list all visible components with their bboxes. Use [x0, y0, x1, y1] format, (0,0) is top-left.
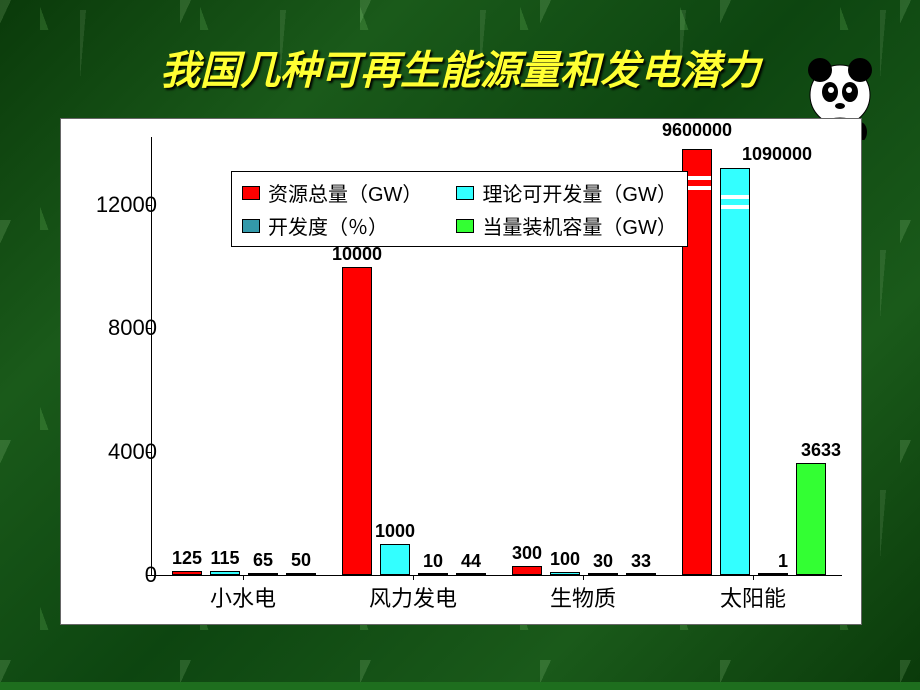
bar-s0	[172, 571, 202, 575]
y-tick-label: 12000	[77, 192, 157, 218]
data-label: 1	[778, 551, 788, 572]
legend-swatch	[456, 186, 474, 200]
legend-item: 开发度（％）	[242, 211, 422, 240]
legend-swatch	[456, 219, 474, 233]
data-label: 65	[253, 550, 273, 571]
data-label: 125	[172, 548, 202, 569]
bar-s2	[758, 573, 788, 575]
data-label: 1000	[375, 521, 415, 542]
x-tick-mark	[753, 575, 754, 580]
y-tick-mark	[146, 575, 151, 576]
y-tick-label: 4000	[77, 439, 157, 465]
y-tick-label: 8000	[77, 315, 157, 341]
bar-s1	[210, 571, 240, 575]
slide: 我国几种可再生能源量和发电潜力 125115655010000100010443…	[0, 0, 920, 690]
bar-s2	[588, 573, 618, 575]
y-tick-label: 0	[77, 562, 157, 588]
data-label: 300	[512, 543, 542, 564]
chart-container: 1251156550100001000104430010030339600000…	[60, 118, 862, 625]
bar-s3	[456, 573, 486, 575]
data-label: 44	[461, 551, 481, 572]
legend: 资源总量（GW） 理论可开发量（GW） 开发度（％） 当量装机容量（GW）	[231, 171, 688, 247]
legend-item: 资源总量（GW）	[242, 178, 422, 207]
y-tick-mark	[146, 328, 151, 329]
legend-label: 理论可开发量（GW）	[482, 178, 676, 207]
x-tick-mark	[413, 575, 414, 580]
bar-s1	[380, 544, 410, 575]
data-label: 30	[593, 551, 613, 572]
footer-bar	[0, 682, 920, 690]
bar-s3	[626, 573, 656, 575]
bar-s1	[550, 572, 580, 575]
x-tick-mark	[583, 575, 584, 580]
data-label: 115	[210, 548, 239, 569]
data-label: 100	[550, 549, 580, 570]
legend-swatch	[242, 219, 260, 233]
bar-s0	[342, 267, 372, 575]
data-label: 3633	[801, 440, 841, 461]
bar-s3	[796, 463, 826, 575]
legend-label: 资源总量（GW）	[268, 178, 422, 207]
bar-s1	[720, 168, 750, 575]
x-category-label: 小水电	[210, 581, 276, 613]
y-tick-mark	[146, 205, 151, 206]
bar-s0	[512, 566, 542, 575]
data-label: 33	[631, 551, 651, 572]
bar-s3	[286, 573, 316, 575]
bar-s2	[418, 573, 448, 575]
legend-label: 开发度（％）	[268, 211, 388, 240]
legend-item: 理论可开发量（GW）	[456, 178, 676, 207]
legend-item: 当量装机容量（GW）	[456, 211, 676, 240]
data-label: 9600000	[662, 120, 732, 141]
slide-title: 我国几种可再生能源量和发电潜力	[0, 38, 920, 96]
x-category-label: 太阳能	[720, 581, 786, 613]
x-tick-mark	[243, 575, 244, 580]
y-tick-mark	[146, 452, 151, 453]
bar-s2	[248, 573, 278, 575]
legend-swatch	[242, 186, 260, 200]
legend-label: 当量装机容量（GW）	[482, 211, 676, 240]
data-label: 50	[291, 550, 311, 571]
data-label: 1090000	[742, 144, 812, 165]
x-category-label: 生物质	[550, 581, 616, 613]
x-category-label: 风力发电	[369, 581, 457, 613]
data-label: 10	[423, 551, 443, 572]
axis-break-icon	[721, 191, 749, 213]
